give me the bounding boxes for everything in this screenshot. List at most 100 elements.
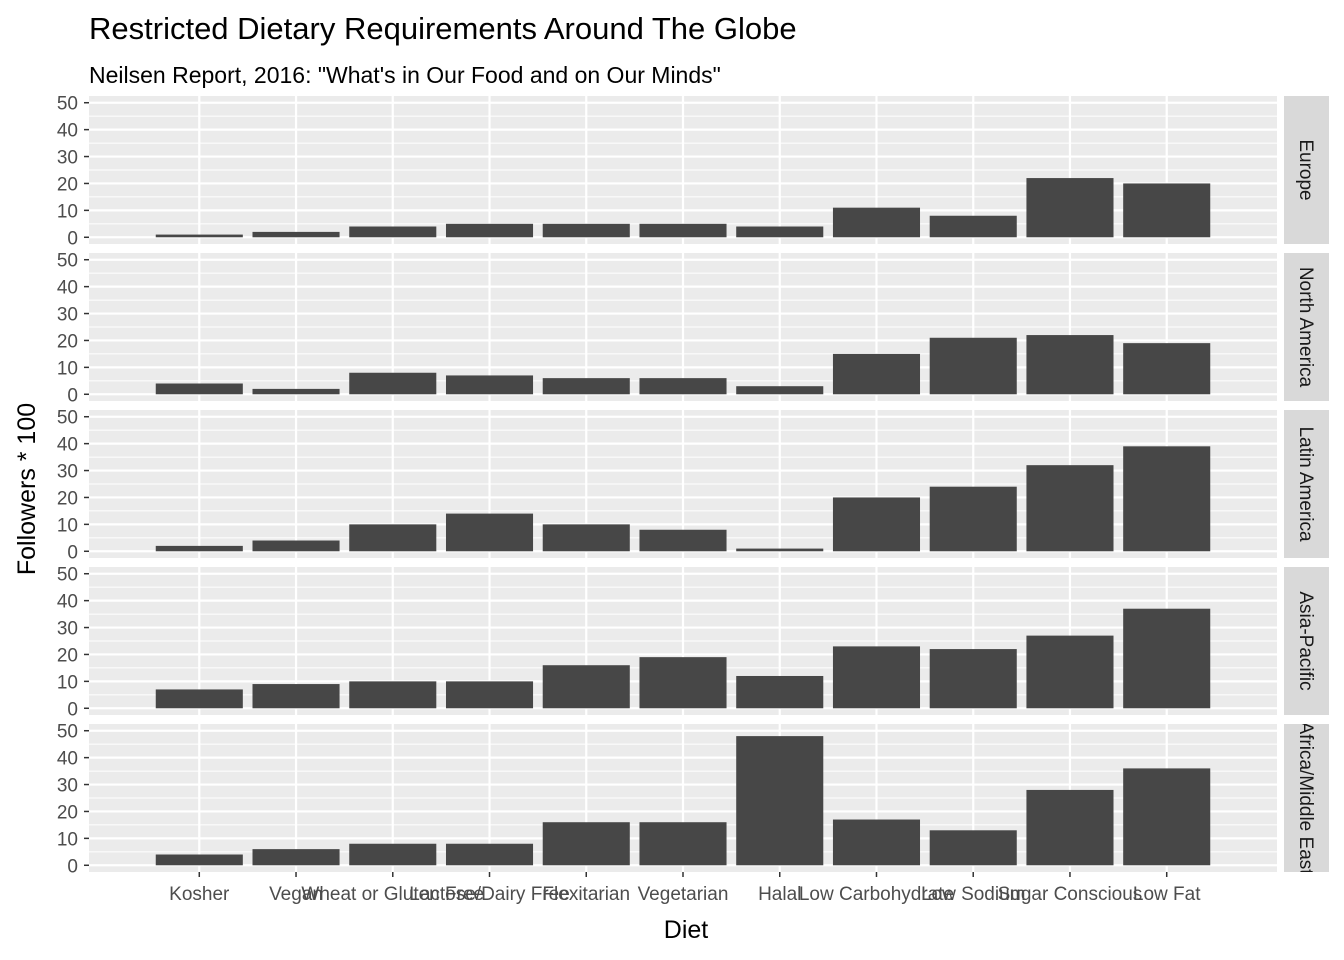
y-tick-label: 10 <box>57 358 78 379</box>
bar-north-america-wheat-or-gluten-free <box>349 372 437 395</box>
bar-africa-middle-east-kosher <box>155 854 243 866</box>
y-tick-label: 50 <box>57 251 78 272</box>
y-tick-label: 10 <box>57 672 78 693</box>
bar-europe-sugar-conscious <box>1026 178 1114 238</box>
bar-africa-middle-east-halal <box>736 736 824 866</box>
facet-strip <box>1284 410 1329 558</box>
bar-europe-halal <box>736 226 824 238</box>
panel-asia-pacific: 0 10 20 30 40 50 Asia-Pacific <box>57 565 1329 720</box>
y-tick-label: 20 <box>57 174 78 195</box>
bar-latin-america-low-carbohydrate <box>832 497 921 552</box>
bar-asia-pacific-lactose-dairy-free <box>445 681 534 709</box>
y-tick-label: 30 <box>57 148 78 169</box>
bar-africa-middle-east-sugar-conscious <box>1026 789 1114 866</box>
y-tick-label: 50 <box>57 722 78 743</box>
x-tick-label: Sugar Conscious <box>998 884 1143 905</box>
x-tick-label: Lactose/Dairy Free <box>409 884 570 905</box>
chart-title: Restricted Dietary Requirements Around T… <box>89 11 797 46</box>
facet-strip-label: Latin America <box>1295 426 1316 542</box>
bar-asia-pacific-vegan <box>252 684 340 709</box>
y-tick-label: 30 <box>57 776 78 797</box>
bar-latin-america-halal <box>736 548 824 552</box>
y-tick-label: 0 <box>67 699 78 720</box>
x-tick-label: Vegan <box>269 884 323 905</box>
y-axis-title: Followers * 100 <box>13 403 41 575</box>
bar-asia-pacific-flexitarian <box>542 665 630 709</box>
x-tick-label: Halal <box>758 884 801 905</box>
x-tick-label: Low Carbohydrate <box>799 884 954 905</box>
bar-europe-vegan <box>252 231 340 238</box>
bar-asia-pacific-kosher <box>155 689 243 709</box>
y-tick-label: 10 <box>57 515 78 536</box>
y-tick-label: 50 <box>57 94 78 115</box>
bar-africa-middle-east-low-carbohydrate <box>832 819 921 866</box>
bar-africa-middle-east-lactose-dairy-free <box>445 843 534 866</box>
bar-north-america-kosher <box>155 383 243 395</box>
y-tick-label: 20 <box>57 331 78 352</box>
y-tick-label: 30 <box>57 305 78 326</box>
bar-europe-flexitarian <box>542 223 630 238</box>
y-tick-label: 20 <box>57 645 78 666</box>
bar-europe-wheat-or-gluten-free <box>349 226 437 238</box>
facet-strip <box>1284 724 1329 872</box>
x-tick-label: Low Sodium <box>921 884 1026 905</box>
y-tick-label: 30 <box>57 462 78 483</box>
y-tick-label: 0 <box>67 542 78 563</box>
facet-strip <box>1284 96 1329 244</box>
x-tick-label: Low Fat <box>1133 884 1201 905</box>
y-tick-label: 10 <box>57 829 78 850</box>
facet-panels: 0 10 20 30 40 50 Europe 0 10 20 30 40 50 North Americ… <box>57 94 1329 877</box>
y-tick-label: 40 <box>57 592 78 613</box>
bar-latin-america-lactose-dairy-free <box>445 513 534 552</box>
bar-latin-america-vegan <box>252 540 340 552</box>
bar-latin-america-sugar-conscious <box>1026 465 1114 552</box>
bar-north-america-sugar-conscious <box>1026 335 1114 395</box>
panel-europe: 0 10 20 30 40 50 Europe <box>57 94 1329 249</box>
bar-asia-pacific-low-carbohydrate <box>832 646 921 709</box>
bar-north-america-halal <box>736 386 824 395</box>
y-tick-label: 20 <box>57 802 78 823</box>
x-tick-label: Kosher <box>169 884 230 905</box>
bar-north-america-low-carbohydrate <box>832 353 921 395</box>
bar-asia-pacific-low-fat <box>1123 608 1211 709</box>
y-tick-label: 0 <box>67 856 78 877</box>
y-tick-label: 10 <box>57 201 78 222</box>
y-tick-label: 50 <box>57 408 78 429</box>
bar-north-america-low-sodium <box>929 337 1017 395</box>
bar-europe-low-carbohydrate <box>832 207 921 238</box>
y-tick-label: 0 <box>67 228 78 249</box>
facet-strip-label: North America <box>1295 267 1316 388</box>
bar-europe-kosher <box>155 234 243 238</box>
bar-asia-pacific-sugar-conscious <box>1026 635 1114 709</box>
bar-africa-middle-east-flexitarian <box>542 822 630 866</box>
facet-strip-label: Europe <box>1295 139 1316 200</box>
x-tick-label: Vegetarian <box>638 884 729 905</box>
bar-latin-america-flexitarian <box>542 524 630 552</box>
bar-latin-america-vegetarian <box>639 529 727 552</box>
panel-africa-middle-east: 0 10 20 30 40 50 Africa/Middle East <box>57 721 1329 877</box>
panel-latin-america: 0 10 20 30 40 50 Latin America <box>57 408 1329 563</box>
bar-asia-pacific-vegetarian <box>639 657 727 709</box>
bar-latin-america-wheat-or-gluten-free <box>349 524 437 552</box>
bar-asia-pacific-halal <box>736 675 824 709</box>
chart-subtitle: Neilsen Report, 2016: "What's in Our Foo… <box>89 62 721 88</box>
panel-north-america: 0 10 20 30 40 50 North America <box>57 251 1329 406</box>
bar-north-america-flexitarian <box>542 378 630 395</box>
y-tick-label: 20 <box>57 488 78 509</box>
bar-africa-middle-east-wheat-or-gluten-free <box>349 843 437 866</box>
bar-africa-middle-east-vegan <box>252 849 340 866</box>
facet-strip-label: Africa/Middle East <box>1295 721 1316 875</box>
bar-north-america-low-fat <box>1123 343 1211 395</box>
bar-latin-america-kosher <box>155 545 243 552</box>
bar-north-america-vegan <box>252 388 340 395</box>
bar-africa-middle-east-vegetarian <box>639 822 727 866</box>
facet-strip-label: Asia-Pacific <box>1295 591 1316 690</box>
facet-strip <box>1284 567 1329 715</box>
bar-europe-vegetarian <box>639 223 727 238</box>
bar-europe-low-fat <box>1123 183 1211 238</box>
bar-latin-america-low-fat <box>1123 446 1211 552</box>
bar-africa-middle-east-low-fat <box>1123 768 1211 866</box>
y-tick-label: 50 <box>57 565 78 586</box>
